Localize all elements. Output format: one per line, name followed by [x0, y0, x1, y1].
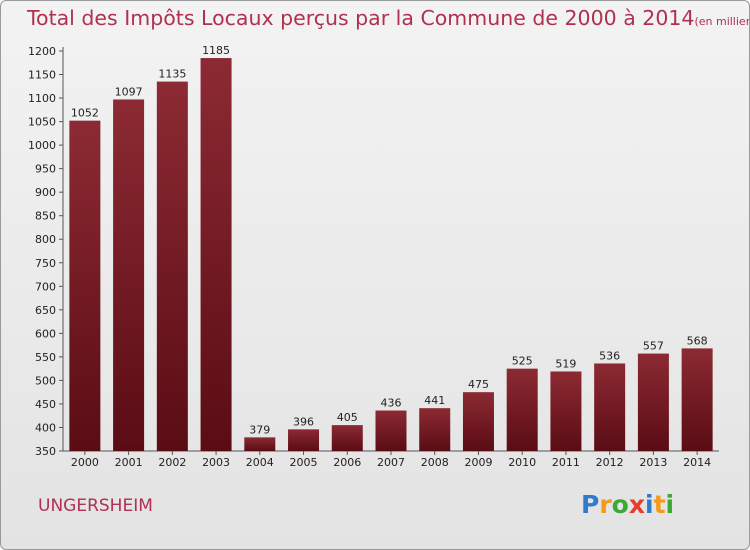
y-tick-label: 900 [35, 186, 56, 199]
x-tick-label: 2006 [333, 456, 361, 469]
bar [594, 363, 626, 451]
bar [462, 392, 494, 451]
data-label: 519 [555, 357, 576, 370]
bar [244, 437, 276, 451]
data-label: 557 [643, 340, 664, 353]
bar [331, 425, 363, 451]
y-tick-label: 1200 [28, 45, 56, 58]
chart-subtitle: (en milliers d'€) [694, 15, 750, 28]
y-tick-label: 600 [35, 327, 56, 340]
bar [156, 81, 188, 452]
x-tick-label: 2010 [508, 456, 536, 469]
x-tick-label: 2011 [552, 456, 580, 469]
data-label: 405 [337, 411, 358, 424]
logo-letter: o [611, 490, 629, 519]
data-label: 1185 [202, 44, 230, 57]
proxiti-logo: Proxiti [581, 490, 674, 519]
logo-letter: r [599, 490, 612, 519]
y-tick-label: 350 [35, 445, 56, 458]
data-label: 396 [293, 415, 314, 428]
bar [681, 348, 713, 451]
data-label: 1097 [115, 85, 143, 98]
x-tick-label: 2009 [464, 456, 492, 469]
y-tick-label: 450 [35, 398, 56, 411]
data-label: 475 [468, 378, 489, 391]
y-tick-label: 1050 [28, 116, 56, 129]
x-tick-label: 2003 [202, 456, 230, 469]
data-label: 536 [599, 349, 620, 362]
commune-name: UNGERSHEIM [38, 496, 153, 516]
y-tick-label: 950 [35, 163, 56, 176]
bar [637, 353, 669, 451]
x-tick-label: 2002 [158, 456, 186, 469]
chart-title-text: Total des Impôts Locaux perçus par la Co… [27, 6, 695, 30]
x-tick-label: 2008 [421, 456, 449, 469]
bar [288, 429, 320, 451]
bar [506, 368, 538, 451]
logo-letter: i [645, 490, 654, 519]
y-tick-label: 400 [35, 421, 56, 434]
data-label: 525 [512, 355, 533, 368]
x-tick-label: 2001 [115, 456, 143, 469]
y-tick-label: 700 [35, 280, 56, 293]
logo-letter: P [581, 490, 600, 519]
bar [375, 410, 407, 451]
y-tick-label: 1000 [28, 139, 56, 152]
data-label: 436 [381, 397, 402, 410]
x-tick-label: 2005 [290, 456, 318, 469]
data-label: 1135 [158, 68, 186, 81]
x-tick-label: 2012 [596, 456, 624, 469]
data-label: 379 [249, 423, 270, 436]
y-tick-label: 550 [35, 351, 56, 364]
logo-letter: i [665, 490, 675, 519]
y-tick-label: 850 [35, 210, 56, 223]
bar [113, 99, 145, 452]
data-label: 441 [424, 394, 445, 407]
bar [550, 371, 582, 451]
y-tick-label: 750 [35, 257, 56, 270]
y-tick-label: 800 [35, 233, 56, 246]
data-label: 1052 [71, 107, 99, 120]
y-tick-label: 1150 [28, 69, 56, 82]
bar [200, 58, 232, 451]
bar [69, 120, 101, 451]
bar [419, 408, 451, 451]
x-tick-label: 2000 [71, 456, 99, 469]
y-tick-label: 650 [35, 304, 56, 317]
logo-letter: x [628, 490, 645, 519]
x-tick-label: 2014 [683, 456, 711, 469]
x-tick-label: 2007 [377, 456, 405, 469]
chart-title: Total des Impôts Locaux perçus par la Co… [27, 6, 750, 30]
logo-letter: t [653, 490, 666, 519]
x-tick-label: 2013 [639, 456, 667, 469]
y-tick-label: 1100 [28, 92, 56, 105]
y-tick-label: 500 [35, 374, 56, 387]
data-label: 568 [687, 334, 708, 347]
x-tick-label: 2004 [246, 456, 274, 469]
